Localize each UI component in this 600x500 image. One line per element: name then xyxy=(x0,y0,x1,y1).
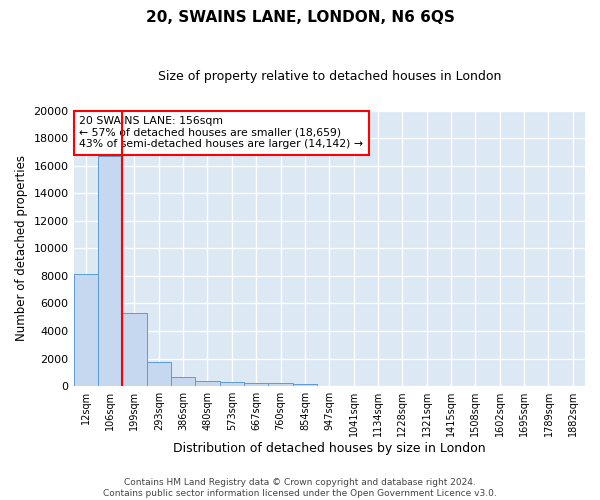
Text: Contains HM Land Registry data © Crown copyright and database right 2024.
Contai: Contains HM Land Registry data © Crown c… xyxy=(103,478,497,498)
X-axis label: Distribution of detached houses by size in London: Distribution of detached houses by size … xyxy=(173,442,485,455)
Bar xyxy=(220,382,244,386)
Bar xyxy=(293,384,317,386)
Bar xyxy=(171,377,196,386)
Bar xyxy=(244,383,268,386)
Text: 20, SWAINS LANE, LONDON, N6 6QS: 20, SWAINS LANE, LONDON, N6 6QS xyxy=(146,10,454,25)
Bar xyxy=(146,362,171,386)
Bar xyxy=(268,384,293,386)
Y-axis label: Number of detached properties: Number of detached properties xyxy=(15,156,28,342)
Bar xyxy=(98,156,122,386)
Title: Size of property relative to detached houses in London: Size of property relative to detached ho… xyxy=(158,70,501,83)
Bar xyxy=(196,382,220,386)
Text: 20 SWAINS LANE: 156sqm
← 57% of detached houses are smaller (18,659)
43% of semi: 20 SWAINS LANE: 156sqm ← 57% of detached… xyxy=(79,116,363,150)
Bar xyxy=(122,313,146,386)
Bar xyxy=(74,274,98,386)
